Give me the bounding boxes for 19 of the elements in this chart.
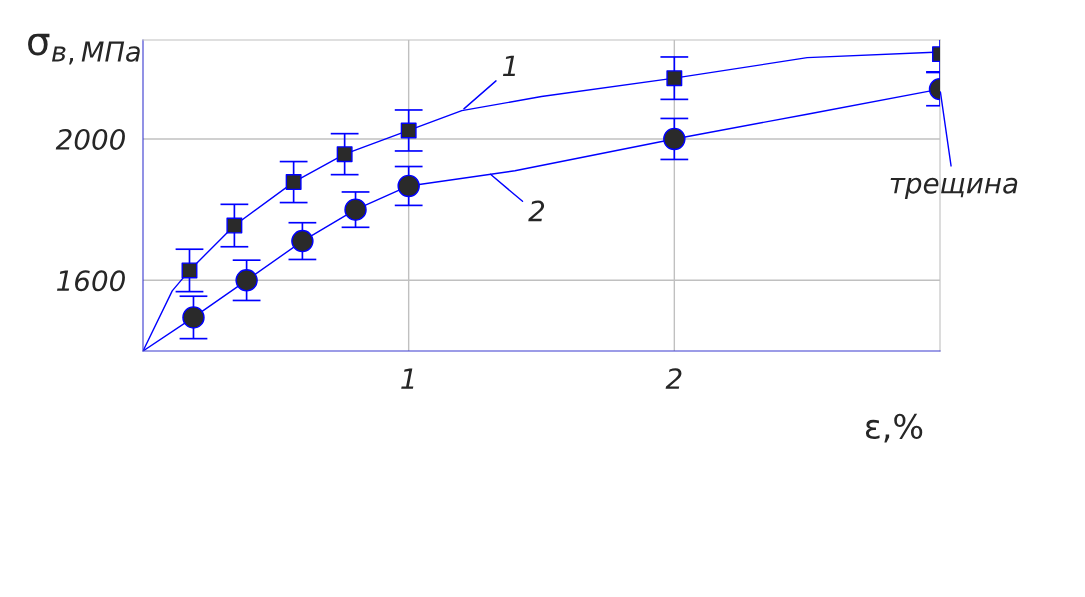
point — [400, 122, 417, 139]
point — [344, 198, 367, 221]
point — [181, 262, 198, 279]
annotation: трещина — [890, 177, 1018, 200]
x-axis-title: ε,% — [865, 413, 923, 443]
annotation: 2 — [528, 200, 545, 222]
y-tick-label: 2000 — [55, 128, 125, 150]
point — [226, 217, 243, 234]
point — [663, 127, 686, 151]
y-tick-label: 1600 — [57, 270, 125, 292]
point — [397, 174, 420, 198]
point — [291, 229, 314, 253]
y-axis-title: σ$_{в,МПа}$ — [28, 33, 140, 65]
annotation: 1 — [502, 55, 516, 76]
point — [666, 70, 683, 87]
point — [235, 269, 258, 292]
point — [336, 146, 353, 163]
point — [182, 306, 205, 329]
point — [285, 174, 302, 191]
